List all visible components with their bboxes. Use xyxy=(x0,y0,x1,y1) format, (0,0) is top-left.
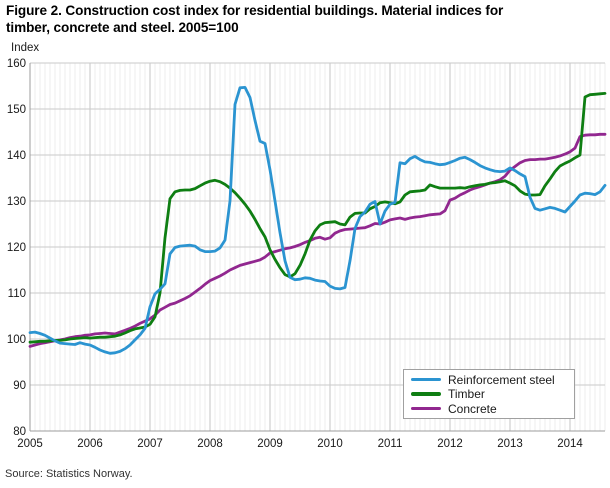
series-line-timber xyxy=(28,92,607,344)
concrete-line-swatch-icon xyxy=(411,406,441,411)
x-tick-label: 2006 xyxy=(77,438,103,450)
x-tick-label: 2010 xyxy=(317,438,343,450)
x-tick-label: 2008 xyxy=(197,438,223,450)
legend-label: Reinforcement steel xyxy=(448,372,555,387)
y-tick-label: 130 xyxy=(7,196,26,208)
y-tick-label: 160 xyxy=(7,58,26,70)
y-tick-label: 120 xyxy=(7,242,26,254)
y-tick-label: 140 xyxy=(7,150,26,162)
timber-line-swatch-icon xyxy=(411,392,441,396)
x-tick-label: 2014 xyxy=(557,438,583,450)
x-tick-label: 2012 xyxy=(437,438,463,450)
chart-title-line1: Figure 2. Construction cost index for re… xyxy=(6,3,504,18)
legend-item-timber: Timber xyxy=(411,387,570,401)
steel-line-swatch-icon xyxy=(411,377,441,382)
y-tick-label: 150 xyxy=(7,104,26,116)
x-tick-label: 2005 xyxy=(17,438,43,450)
source-note: Source: Statistics Norway. xyxy=(5,468,133,480)
legend-item-reinforcement-steel: Reinforcement steel xyxy=(411,373,570,387)
x-tick-label: 2011 xyxy=(378,438,403,450)
y-axis-unit-label: Index xyxy=(11,42,40,54)
series-line-reinforcement-steel xyxy=(28,86,607,355)
y-tick-label: 90 xyxy=(13,380,26,392)
x-tick-label: 2009 xyxy=(257,438,283,450)
legend: Reinforcement steel Timber Concrete xyxy=(403,369,575,419)
legend-label: Concrete xyxy=(448,401,497,416)
y-tick-label: 100 xyxy=(7,334,26,346)
legend-item-concrete: Concrete xyxy=(411,402,570,416)
chart-title: Figure 2. Construction cost index for re… xyxy=(6,3,606,36)
y-tick-label: 110 xyxy=(8,288,26,300)
y-tick-label: 80 xyxy=(13,426,26,438)
series-line-concrete xyxy=(28,132,607,348)
x-tick-label: 2013 xyxy=(497,438,523,450)
chart-title-line2: timber, concrete and steel. 2005=100 xyxy=(6,19,239,35)
x-tick-label: 2007 xyxy=(137,438,163,450)
legend-label: Timber xyxy=(448,387,485,401)
